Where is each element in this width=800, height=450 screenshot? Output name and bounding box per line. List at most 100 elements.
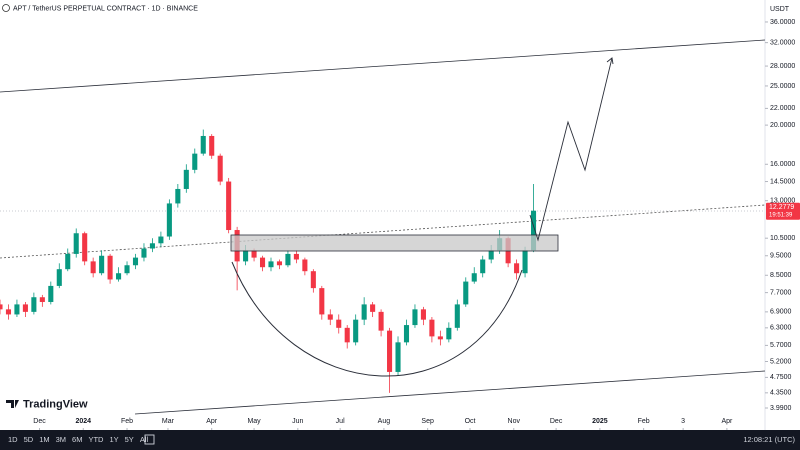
countdown: 19:51:39 [769, 212, 793, 218]
candle-body [90, 261, 96, 274]
brand-logo [6, 400, 19, 408]
candle-body [471, 273, 477, 282]
candle-body [353, 319, 359, 343]
clock: 12:08:21 (UTC) [743, 435, 795, 444]
range-button[interactable]: 1Y [109, 435, 118, 444]
x-tick-label: May [247, 418, 261, 425]
candle-body [522, 250, 528, 274]
candle-body [82, 233, 88, 262]
range-button[interactable]: 6M [72, 435, 82, 444]
x-tick-label: 2024 [75, 418, 91, 425]
candle-body [116, 273, 122, 280]
range-button[interactable]: 5D [24, 435, 34, 444]
candle-body [327, 314, 333, 320]
projection-arrow [529, 57, 613, 242]
x-tick-label: Apr [206, 418, 218, 425]
candle-body [166, 203, 172, 237]
y-tick-label: 36.0000 [770, 19, 795, 26]
y-tick-label: 14.5000 [770, 178, 795, 185]
y-tick-label: 10.5000 [770, 235, 795, 242]
x-tick-label: Jul [336, 418, 345, 425]
candle-body [132, 257, 139, 266]
symbol-icon [2, 4, 10, 12]
candle-body [446, 327, 452, 340]
x-tick-label: Sep [421, 418, 434, 425]
chart-title: APT / TetherUS PERPETUAL CONTRACT · 1D ·… [13, 5, 198, 12]
candle-body [107, 255, 113, 280]
candle-body [310, 271, 316, 289]
x-tick-label: Feb [638, 418, 650, 425]
candle-body [141, 248, 147, 258]
x-tick-label: Nov [508, 418, 521, 425]
range-button[interactable]: YTD [88, 435, 104, 444]
candle-body [514, 263, 520, 274]
y-tick-label: 16.0000 [770, 161, 795, 168]
range-button[interactable]: 1M [39, 435, 49, 444]
candle-body [395, 342, 401, 372]
candle-body [31, 297, 37, 312]
candle-body [192, 153, 198, 170]
x-tick-label: 3 [681, 418, 685, 425]
axis-unit: USDT [770, 6, 790, 13]
candle-body [175, 188, 181, 204]
candle-body [268, 261, 274, 268]
range-button[interactable]: 5Y [125, 435, 134, 444]
y-tick-label: 32.0000 [770, 39, 795, 46]
y-tick-label: 6.3000 [770, 325, 792, 332]
candle-body [480, 259, 486, 274]
candle-body [344, 327, 350, 343]
x-tick-label: Jun [292, 418, 303, 425]
candle-body [370, 304, 376, 312]
x-tick-label: 2025 [592, 418, 608, 425]
candle-body [336, 319, 342, 328]
y-tick-label: 6.9000 [770, 309, 792, 316]
y-tick-label: 13.0000 [770, 198, 795, 205]
candle-body [158, 236, 164, 244]
candles [0, 129, 537, 393]
candle-body [378, 311, 384, 331]
y-tick-label: 7.7000 [770, 289, 792, 296]
y-tick-label: 28.0000 [770, 63, 795, 70]
y-tick-label: 8.5000 [770, 272, 792, 279]
zone-box [230, 234, 559, 252]
x-tick-label: Dec [33, 418, 46, 425]
x-tick-label: Apr [721, 418, 733, 425]
candle-body [99, 255, 105, 274]
y-tick-label: 4.7500 [770, 374, 792, 381]
range-button[interactable]: 3M [56, 435, 66, 444]
x-tick-label: Aug [378, 418, 391, 425]
candle-body [361, 304, 367, 320]
candle-body [48, 285, 54, 302]
range-button[interactable]: 1D [8, 435, 18, 444]
candle-body [217, 155, 223, 182]
candle-body [293, 253, 299, 260]
brand: TradingView [23, 398, 88, 410]
arrow-head [606, 57, 614, 65]
candle-body [243, 250, 249, 262]
upper-channel [0, 39, 766, 93]
candle-body [387, 330, 393, 372]
y-tick-label: 5.2000 [770, 358, 792, 365]
last-price-box [766, 202, 800, 220]
candle-body [285, 253, 291, 266]
candle-body [412, 309, 418, 326]
candle-body [403, 325, 410, 343]
y-tick-label: 25.0000 [770, 83, 795, 90]
candle-body [14, 304, 20, 315]
candle-body [226, 181, 232, 231]
candle-body [259, 257, 266, 268]
x-tick-label: Dec [550, 418, 563, 425]
candle-body [124, 265, 130, 274]
candle-body [0, 304, 3, 310]
calendar-icon[interactable] [144, 434, 155, 445]
range-button[interactable]: All [140, 435, 149, 444]
candle-body [209, 135, 215, 156]
candle-body [200, 135, 206, 154]
candle-body [420, 309, 426, 320]
candle-body [73, 233, 79, 254]
x-tick-label: Mar [162, 418, 175, 425]
candle-body [319, 288, 325, 315]
candle-body [276, 261, 283, 266]
